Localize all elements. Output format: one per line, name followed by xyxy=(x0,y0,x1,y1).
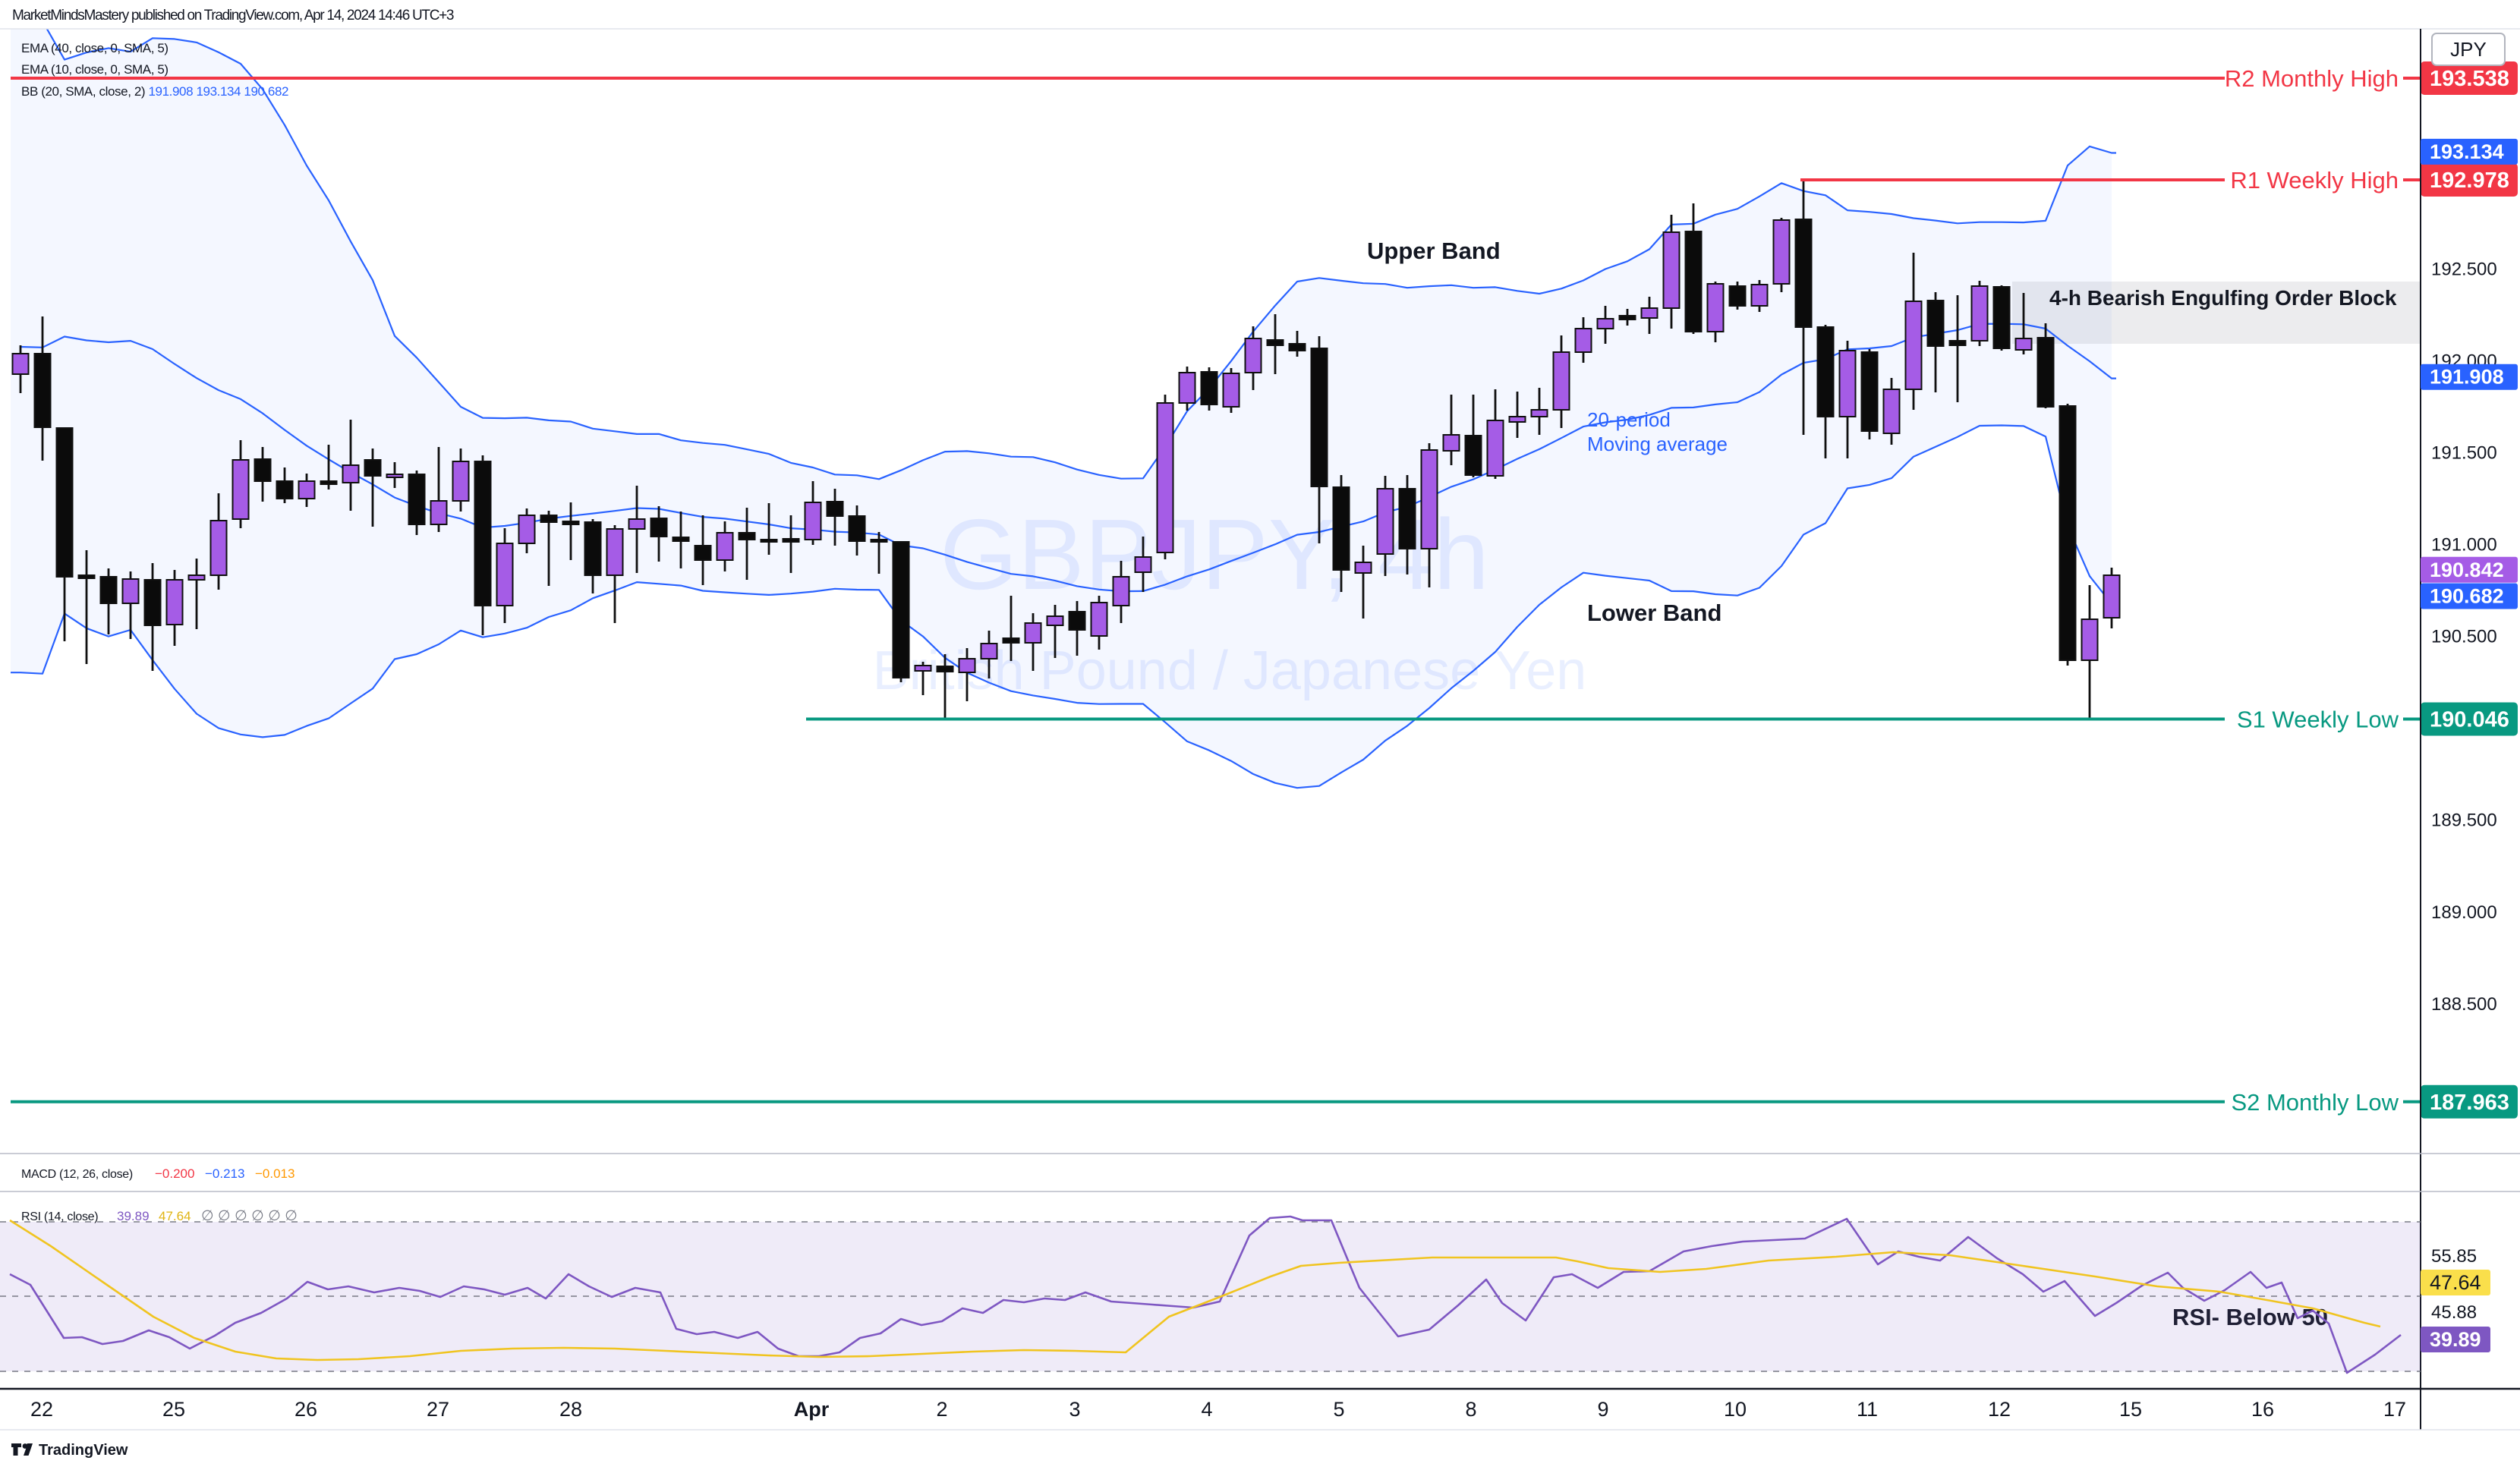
svg-text:45.88: 45.88 xyxy=(2431,1302,2477,1323)
svg-text:R1 Weekly High: R1 Weekly High xyxy=(2230,167,2399,194)
svg-text:TradingView: TradingView xyxy=(39,1442,128,1459)
svg-text:MarketMindsMastery published o: MarketMindsMastery published on TradingV… xyxy=(12,8,454,24)
svg-text:190.842: 190.842 xyxy=(2430,559,2504,581)
svg-text:S1 Weekly Low: S1 Weekly Low xyxy=(2237,707,2399,733)
svg-text:BB (20, SMA, close, 2) 191.90: BB (20, SMA, close, 2) 191.908 193.134 1… xyxy=(21,84,288,99)
svg-text:20-period: 20-period xyxy=(1587,408,1671,431)
svg-text:4: 4 xyxy=(1201,1398,1212,1421)
svg-text:39.89: 39.89 xyxy=(2430,1328,2481,1351)
svg-text:Lower Band: Lower Band xyxy=(1587,600,1721,626)
svg-text:15: 15 xyxy=(2119,1398,2142,1421)
svg-text:11: 11 xyxy=(1857,1398,1878,1421)
svg-text:188.500: 188.500 xyxy=(2431,994,2497,1015)
svg-text:28: 28 xyxy=(559,1398,582,1421)
svg-text:5: 5 xyxy=(1333,1398,1344,1421)
svg-text:−0.200: −0.200 xyxy=(155,1166,194,1181)
svg-text:191.000: 191.000 xyxy=(2431,535,2497,556)
svg-text:192.500: 192.500 xyxy=(2431,259,2497,279)
svg-text:191.908: 191.908 xyxy=(2430,366,2504,389)
svg-text:3: 3 xyxy=(1069,1398,1080,1421)
svg-text:R2 Monthly High: R2 Monthly High xyxy=(2225,65,2399,92)
svg-text:12: 12 xyxy=(1988,1398,2011,1421)
svg-text:EMA (10, close, 0, SMA, 5): EMA (10, close, 0, SMA, 5) xyxy=(21,62,169,77)
svg-text:GBPJPY, 4h: GBPJPY, 4h xyxy=(940,499,1489,610)
svg-text:189.500: 189.500 xyxy=(2431,811,2497,831)
svg-text:193.134: 193.134 xyxy=(2430,140,2504,163)
svg-text:Upper Band: Upper Band xyxy=(1367,238,1501,264)
svg-text:47.64: 47.64 xyxy=(2430,1271,2481,1294)
svg-text:8: 8 xyxy=(1465,1398,1476,1421)
svg-text:193.538: 193.538 xyxy=(2430,67,2509,91)
svg-text:∅∅∅∅∅∅: ∅∅∅∅∅∅ xyxy=(201,1208,301,1224)
svg-text:−0.013: −0.013 xyxy=(255,1166,295,1181)
svg-text:27: 27 xyxy=(427,1398,449,1421)
svg-text:47.64: 47.64 xyxy=(159,1209,191,1223)
svg-text:190.046: 190.046 xyxy=(2430,708,2509,732)
svg-text:192.978: 192.978 xyxy=(2430,168,2509,193)
svg-text:16: 16 xyxy=(2251,1398,2274,1421)
svg-text:EMA (40, close, 0, SMA, 5): EMA (40, close, 0, SMA, 5) xyxy=(21,41,169,55)
svg-text:25: 25 xyxy=(162,1398,185,1421)
svg-text:190.682: 190.682 xyxy=(2430,585,2504,608)
svg-text:Apr: Apr xyxy=(794,1398,830,1421)
svg-text:10: 10 xyxy=(1724,1398,1747,1421)
svg-text:187.963: 187.963 xyxy=(2430,1091,2509,1115)
svg-text:26: 26 xyxy=(295,1398,317,1421)
svg-text:9: 9 xyxy=(1597,1398,1608,1421)
svg-text:55.85: 55.85 xyxy=(2431,1246,2477,1267)
svg-text:39.89: 39.89 xyxy=(117,1209,150,1223)
svg-text:MACD (12, 26, close): MACD (12, 26, close) xyxy=(21,1168,133,1181)
svg-text:17: 17 xyxy=(2383,1398,2406,1421)
svg-text:S2 Monthly Low: S2 Monthly Low xyxy=(2231,1089,2399,1116)
svg-text:22: 22 xyxy=(30,1398,53,1421)
svg-text:191.500: 191.500 xyxy=(2431,443,2497,464)
svg-text:189.000: 189.000 xyxy=(2431,902,2497,923)
svg-text:190.500: 190.500 xyxy=(2431,627,2497,647)
svg-text:4-h Bearish Engulfing Order Bl: 4-h Bearish Engulfing Order Block xyxy=(2049,286,2397,310)
svg-text:Moving average: Moving average xyxy=(1587,433,1728,455)
svg-text:−0.213: −0.213 xyxy=(205,1166,244,1181)
svg-text:RSI (14, close): RSI (14, close) xyxy=(21,1210,98,1223)
svg-text:British Pound / Japanese Yen: British Pound / Japanese Yen xyxy=(873,641,1587,701)
svg-text:2: 2 xyxy=(936,1398,947,1421)
svg-text:JPY: JPY xyxy=(2450,38,2487,61)
